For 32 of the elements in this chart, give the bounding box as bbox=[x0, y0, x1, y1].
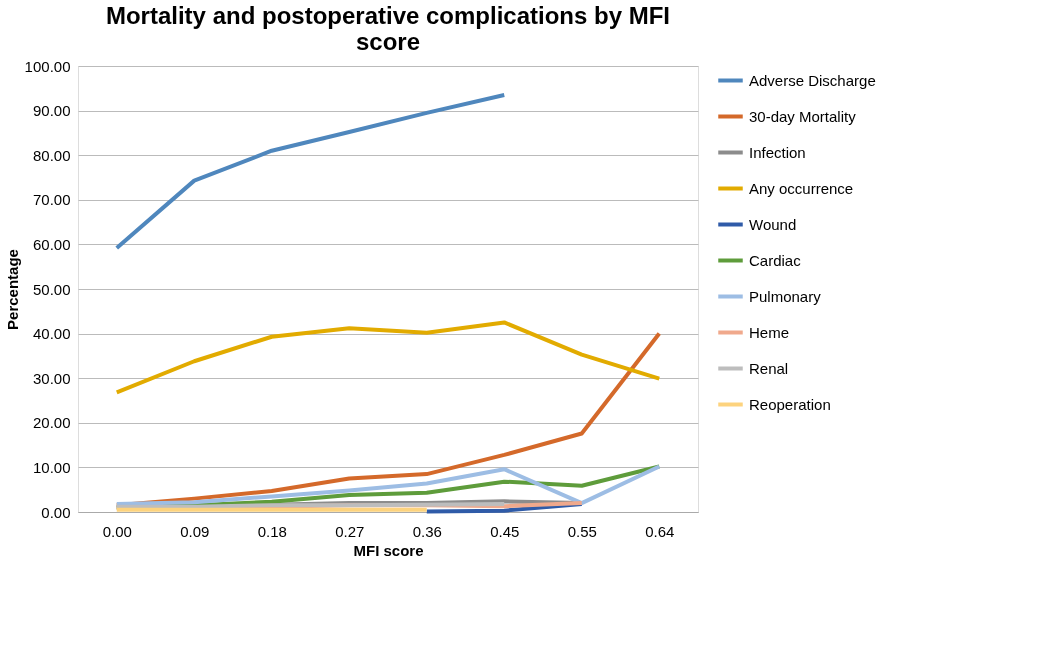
y-tick-label: 10.00 bbox=[32, 458, 71, 476]
legend-label: Reoperation bbox=[749, 395, 831, 413]
legend-label: 30-day Mortality bbox=[749, 107, 857, 125]
legend-label: Cardiac bbox=[749, 251, 802, 269]
x-tick-label: 0.18 bbox=[257, 522, 287, 540]
y-tick-label: 70.00 bbox=[32, 191, 71, 209]
legend-label: Wound bbox=[749, 215, 797, 233]
x-tick-label: 0.45 bbox=[490, 522, 520, 540]
legend-label: Heme bbox=[749, 323, 790, 341]
chart-title: Mortality and postoperative complications by MFI score bbox=[105, 2, 671, 55]
y-tick-label: 0.00 bbox=[41, 503, 71, 521]
legend-label: Adverse Discharge bbox=[749, 71, 876, 89]
y-tick-label: 50.00 bbox=[32, 280, 71, 298]
y-tick-label: 60.00 bbox=[32, 235, 71, 253]
x-tick-label: 0.27 bbox=[335, 522, 365, 540]
y-tick-label: 100.00 bbox=[24, 57, 71, 75]
y-tick-label: 20.00 bbox=[32, 414, 71, 432]
y-tick-label: 90.00 bbox=[32, 102, 71, 120]
x-tick-label: 0.55 bbox=[567, 522, 597, 540]
legend-label: Infection bbox=[749, 143, 806, 161]
y-tick-label: 40.00 bbox=[32, 325, 71, 343]
x-axis-title: MFI score bbox=[353, 541, 424, 559]
legend-label: Any occurrence bbox=[749, 179, 854, 197]
y-axis-title: Percentage bbox=[3, 249, 21, 330]
x-tick-label: 0.09 bbox=[180, 522, 210, 540]
x-tick-label: 0.00 bbox=[102, 522, 132, 540]
x-tick-label: 0.36 bbox=[412, 522, 442, 540]
y-tick-label: 30.00 bbox=[32, 369, 71, 387]
x-tick-label: 0.64 bbox=[645, 522, 675, 540]
legend-label: Pulmonary bbox=[749, 287, 822, 305]
legend-label: Renal bbox=[749, 359, 789, 377]
y-tick-label: 80.00 bbox=[32, 146, 71, 164]
